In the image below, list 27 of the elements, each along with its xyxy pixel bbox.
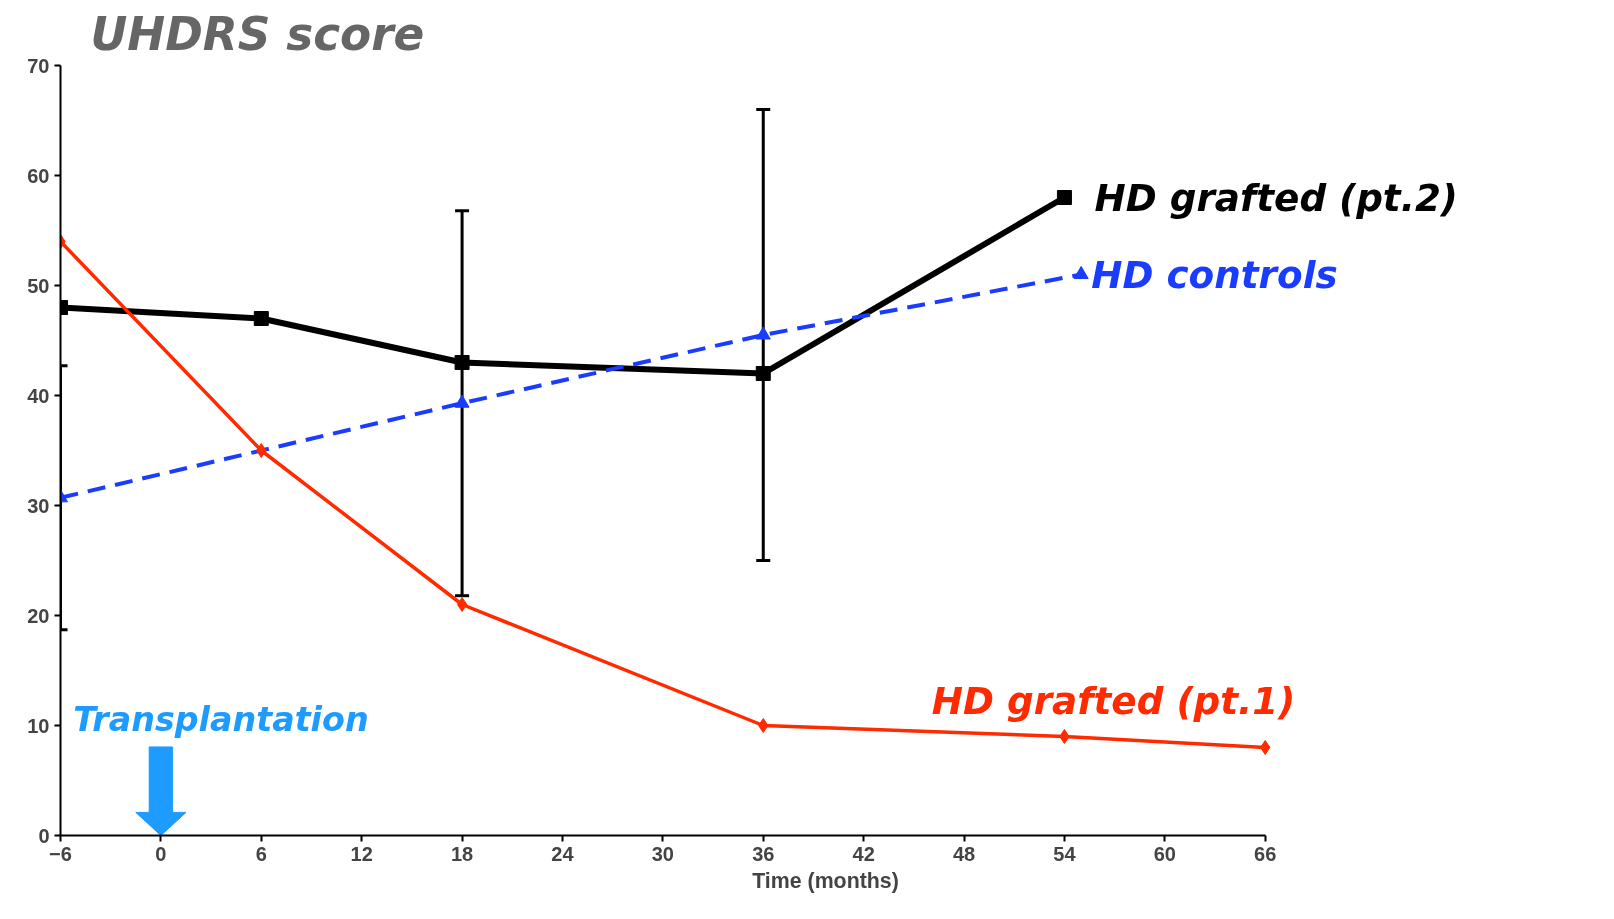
x-tick-label: 66: [1254, 842, 1277, 865]
annotation: Transplantation: [73, 700, 369, 740]
series-label: HD grafted (pt.1): [931, 678, 1296, 723]
x-tick-label: 36: [752, 842, 775, 865]
x-tick-label: 24: [551, 842, 575, 865]
x-tick-label: 12: [350, 842, 373, 865]
y-tick-label: 0: [38, 824, 50, 847]
y-tick-label: 20: [27, 604, 50, 627]
y-tick-label: 70: [27, 54, 50, 77]
y-tick-label: 40: [27, 384, 50, 407]
x-axis-title: Time (months): [752, 868, 899, 893]
x-tick-label: 42: [852, 842, 875, 865]
chart-title: UHDRS score: [90, 7, 425, 61]
y-tick-label: 50: [27, 274, 50, 297]
series-label: HD controls: [1091, 252, 1338, 297]
x-tick-label: 6: [255, 842, 267, 865]
x-tick-label: 60: [1153, 842, 1176, 865]
x-tick-label: 30: [651, 842, 674, 865]
series-label: HD grafted (pt.2): [1094, 175, 1458, 220]
x-tick-label: −6: [49, 842, 72, 865]
x-tick-label: 0: [155, 842, 167, 865]
y-tick-label: 30: [27, 494, 50, 517]
x-tick-label: 54: [1053, 842, 1077, 865]
x-tick-label: 48: [952, 842, 976, 865]
y-tick-label: 10: [27, 714, 50, 737]
x-tick-label: 18: [450, 842, 474, 865]
y-tick-label: 60: [27, 164, 50, 187]
